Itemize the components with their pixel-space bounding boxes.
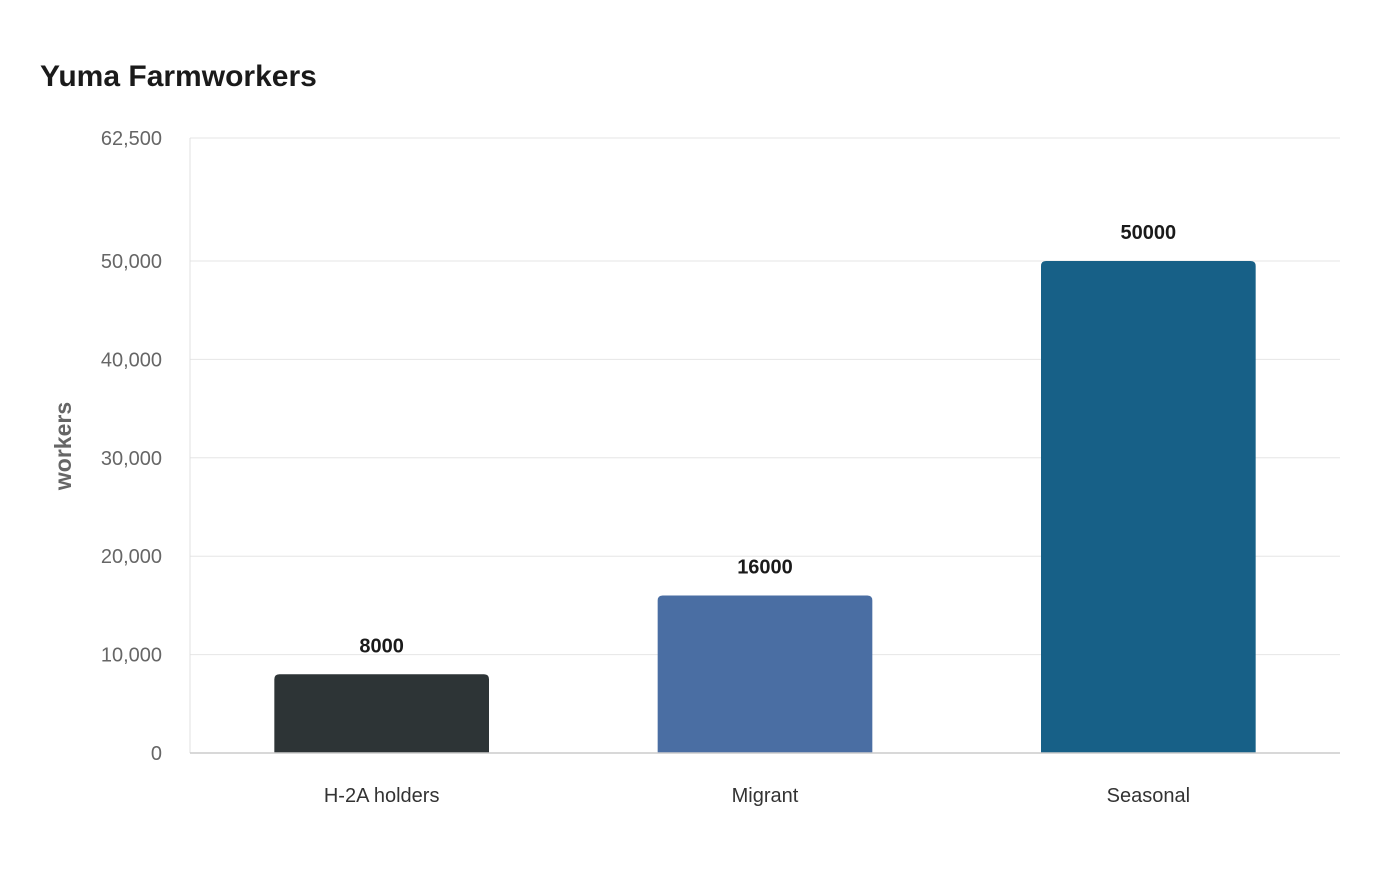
y-tick-label: 0	[151, 743, 162, 765]
x-category-label: H-2A holders	[324, 785, 440, 807]
bar[interactable]	[1041, 261, 1256, 753]
y-tick-label: 30,000	[101, 448, 162, 470]
chart-title: Yuma Farmworkers	[40, 60, 317, 93]
bar[interactable]	[274, 674, 489, 753]
y-tick-label: 40,000	[101, 349, 162, 371]
bar-layer	[274, 261, 1256, 753]
y-tick-label: 62,500	[101, 128, 162, 150]
x-category-label: Seasonal	[1107, 785, 1190, 807]
y-tick-label: 10,000	[101, 645, 162, 667]
grid-layer	[189, 137, 1340, 753]
bar-value-label: 50000	[1121, 222, 1177, 244]
y-axis-title: workers	[50, 402, 76, 491]
y-tick-label: 20,000	[101, 546, 162, 568]
y-tick-label: 50,000	[101, 251, 162, 273]
bar[interactable]	[657, 595, 873, 753]
x-category-label: Migrant	[732, 785, 799, 807]
bar-value-label: 16000	[737, 557, 793, 579]
bar-value-label: 8000	[359, 635, 404, 657]
label-layer: 0 10,000 20,000 30,000 40,000 50,000 62,500 800…	[101, 128, 1340, 807]
